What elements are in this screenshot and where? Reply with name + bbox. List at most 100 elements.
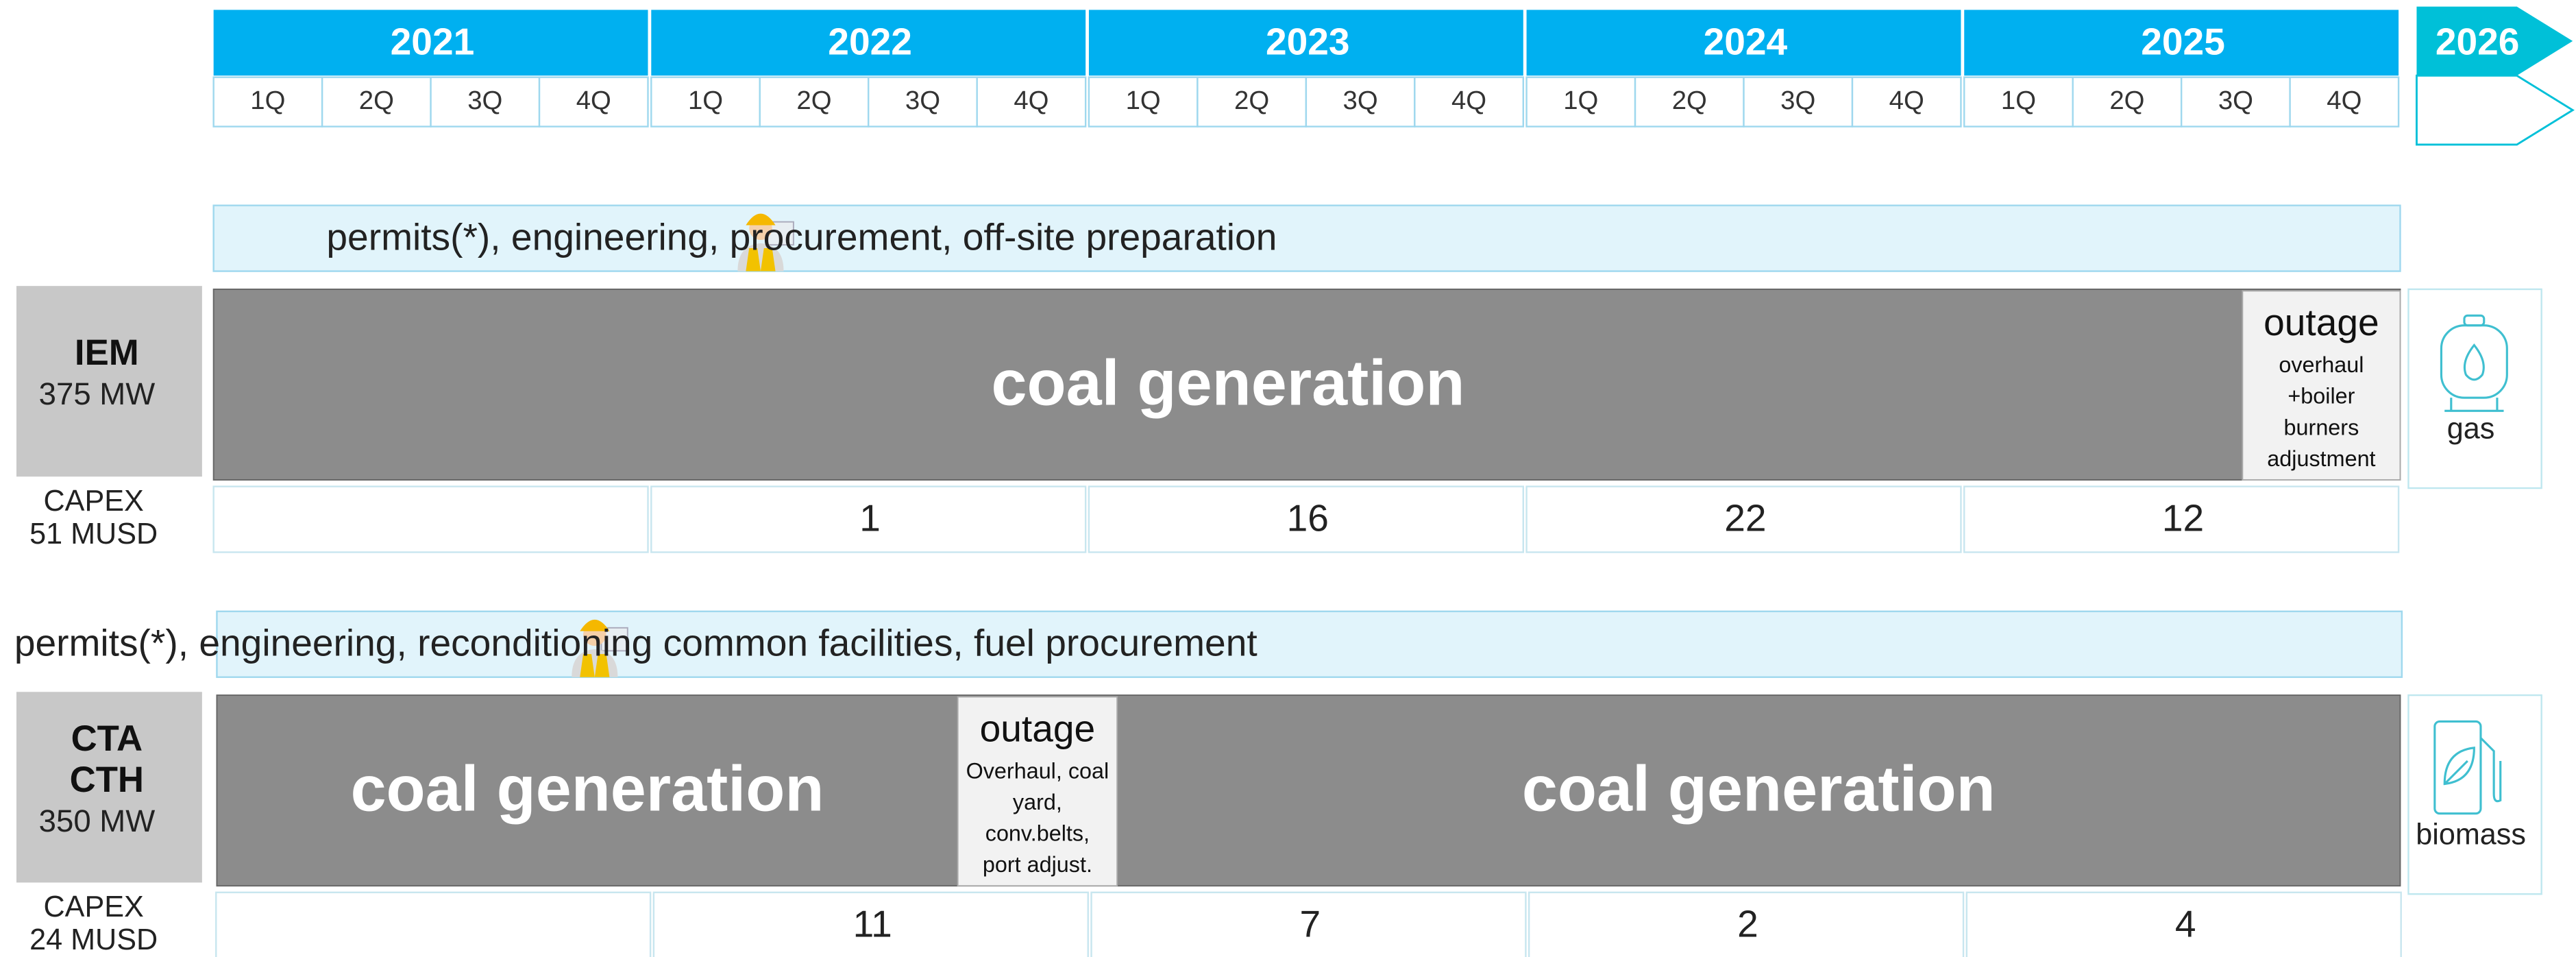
fuel-box (2407, 288, 2542, 489)
year-label: 2023 (1266, 20, 1350, 62)
quarter-cell (2180, 76, 2291, 128)
quarter-cell (321, 76, 432, 128)
outage-detail: yard, (1013, 790, 1062, 814)
outage-detail: adjustment (2267, 446, 2375, 471)
capex-value: 7 (1300, 903, 1321, 945)
plant-capacity: 375 MW (39, 376, 156, 411)
year-label: 2021 (391, 20, 475, 62)
coal-generation-label: coal generation (1522, 753, 1996, 825)
quarter-cell (538, 76, 649, 128)
icon-helmet (746, 213, 776, 226)
plant-capacity: 350 MW (39, 803, 156, 838)
capex-value: 12 (2162, 497, 2204, 540)
worker-icon (572, 619, 628, 677)
quarter-label: 3Q (1343, 86, 1378, 115)
quarter-cell (1525, 76, 1636, 128)
quarter-label: 3Q (467, 86, 502, 115)
quarter-cell (1634, 76, 1745, 128)
fuel-box (2407, 694, 2542, 895)
quarter-cell (650, 76, 761, 128)
capex-cell (1088, 485, 1524, 553)
capex-cell (215, 891, 652, 957)
quarter-cell (1197, 76, 1308, 128)
outage-box (957, 696, 1118, 887)
year-label: 2024 (1704, 20, 1788, 62)
quarter-cell (1088, 76, 1199, 128)
quarter-label: 1Q (2001, 86, 2036, 115)
outage-detail: overhaul (2279, 352, 2364, 377)
fuel-label: biomass (2416, 819, 2526, 851)
preparation-label: permits(*), engineering, procurement, of… (326, 216, 1277, 258)
outage-box (2242, 290, 2401, 481)
quarter-label: 2Q (1234, 86, 1269, 115)
quarter-label: 2Q (1672, 86, 1707, 115)
outage-title: outage (2264, 301, 2379, 343)
outage-detail: burners (2284, 415, 2359, 439)
plant-label-box (16, 286, 202, 477)
quarter-cell (1743, 76, 1854, 128)
quarter-label: 1Q (250, 86, 285, 115)
outage-detail: Overhaul, coal (966, 758, 1109, 783)
quarter-label: 4Q (1451, 86, 1486, 115)
coal-generation-label: coal generation (351, 753, 824, 825)
capex-cell (1528, 891, 1965, 957)
icon-hose (2479, 737, 2502, 803)
coal-generation-label: coal generation (992, 346, 1465, 418)
quarter-label: 1Q (1126, 86, 1161, 115)
quarter-cell (759, 76, 870, 128)
quarter-label: 4Q (2327, 86, 2362, 115)
capex-value: 22 (1724, 497, 1766, 540)
quarter-cell (212, 76, 323, 128)
plant-name: IEM (75, 332, 139, 373)
icon-base (2444, 398, 2504, 412)
quarter-label: 2Q (2109, 86, 2144, 115)
year-header (213, 10, 648, 76)
icon-tank (2440, 324, 2508, 399)
outage-detail: conv.belts, (985, 821, 1090, 845)
quarter-label: 2Q (359, 86, 394, 115)
quarter-label: 1Q (1563, 86, 1598, 115)
year-header (1526, 10, 1961, 76)
year-header (1088, 10, 1523, 76)
next-year-arrow (2416, 6, 2573, 76)
capex-label: CAPEX (44, 485, 144, 518)
quarter-cell (1851, 76, 1962, 128)
quarter-cell (868, 76, 978, 128)
capex-cell (1525, 485, 1962, 553)
capex-cell (652, 891, 1089, 957)
quarter-label: 4Q (1014, 86, 1048, 115)
capex-cell (650, 485, 1087, 553)
quarter-cell (2072, 76, 2183, 128)
quarter-cell (1963, 76, 2074, 128)
capex-value: 2 (1737, 903, 1758, 945)
quarter-label: 1Q (688, 86, 723, 115)
capex-value: 11 (853, 903, 892, 945)
preparation-bar (212, 204, 2401, 272)
worker-icon (737, 213, 794, 271)
capex-value: 1 (859, 497, 881, 540)
capex-label: CAPEX (44, 891, 144, 923)
quarter-label: 4Q (576, 86, 611, 115)
preparation-label: permits(*), engineering, reconditioning … (14, 622, 1258, 664)
fuel-label: gas (2447, 413, 2495, 446)
quarter-label: 3Q (905, 86, 940, 115)
outage-detail: +boiler (2287, 384, 2355, 409)
quarter-cell (1305, 76, 1416, 128)
icon-flame (2463, 343, 2485, 381)
capex-cell (1090, 891, 1527, 957)
year-label: 2025 (2141, 20, 2225, 62)
icon-helmet (580, 619, 610, 631)
quarter-label: 4Q (1889, 86, 1924, 115)
generation-bar (212, 288, 2401, 481)
icon-vest (746, 248, 776, 271)
year-label: 2022 (828, 20, 912, 62)
capex-value: 4 (2175, 903, 2196, 945)
capex-cell (212, 485, 649, 553)
quarter-label: 3Q (1780, 86, 1815, 115)
plant-name: CTH (70, 760, 144, 800)
next-year-label: 2026 (2436, 20, 2520, 62)
quarter-label: 2Q (796, 86, 831, 115)
plant-label-box (16, 692, 202, 883)
capex-total: 24 MUSD (29, 923, 158, 956)
